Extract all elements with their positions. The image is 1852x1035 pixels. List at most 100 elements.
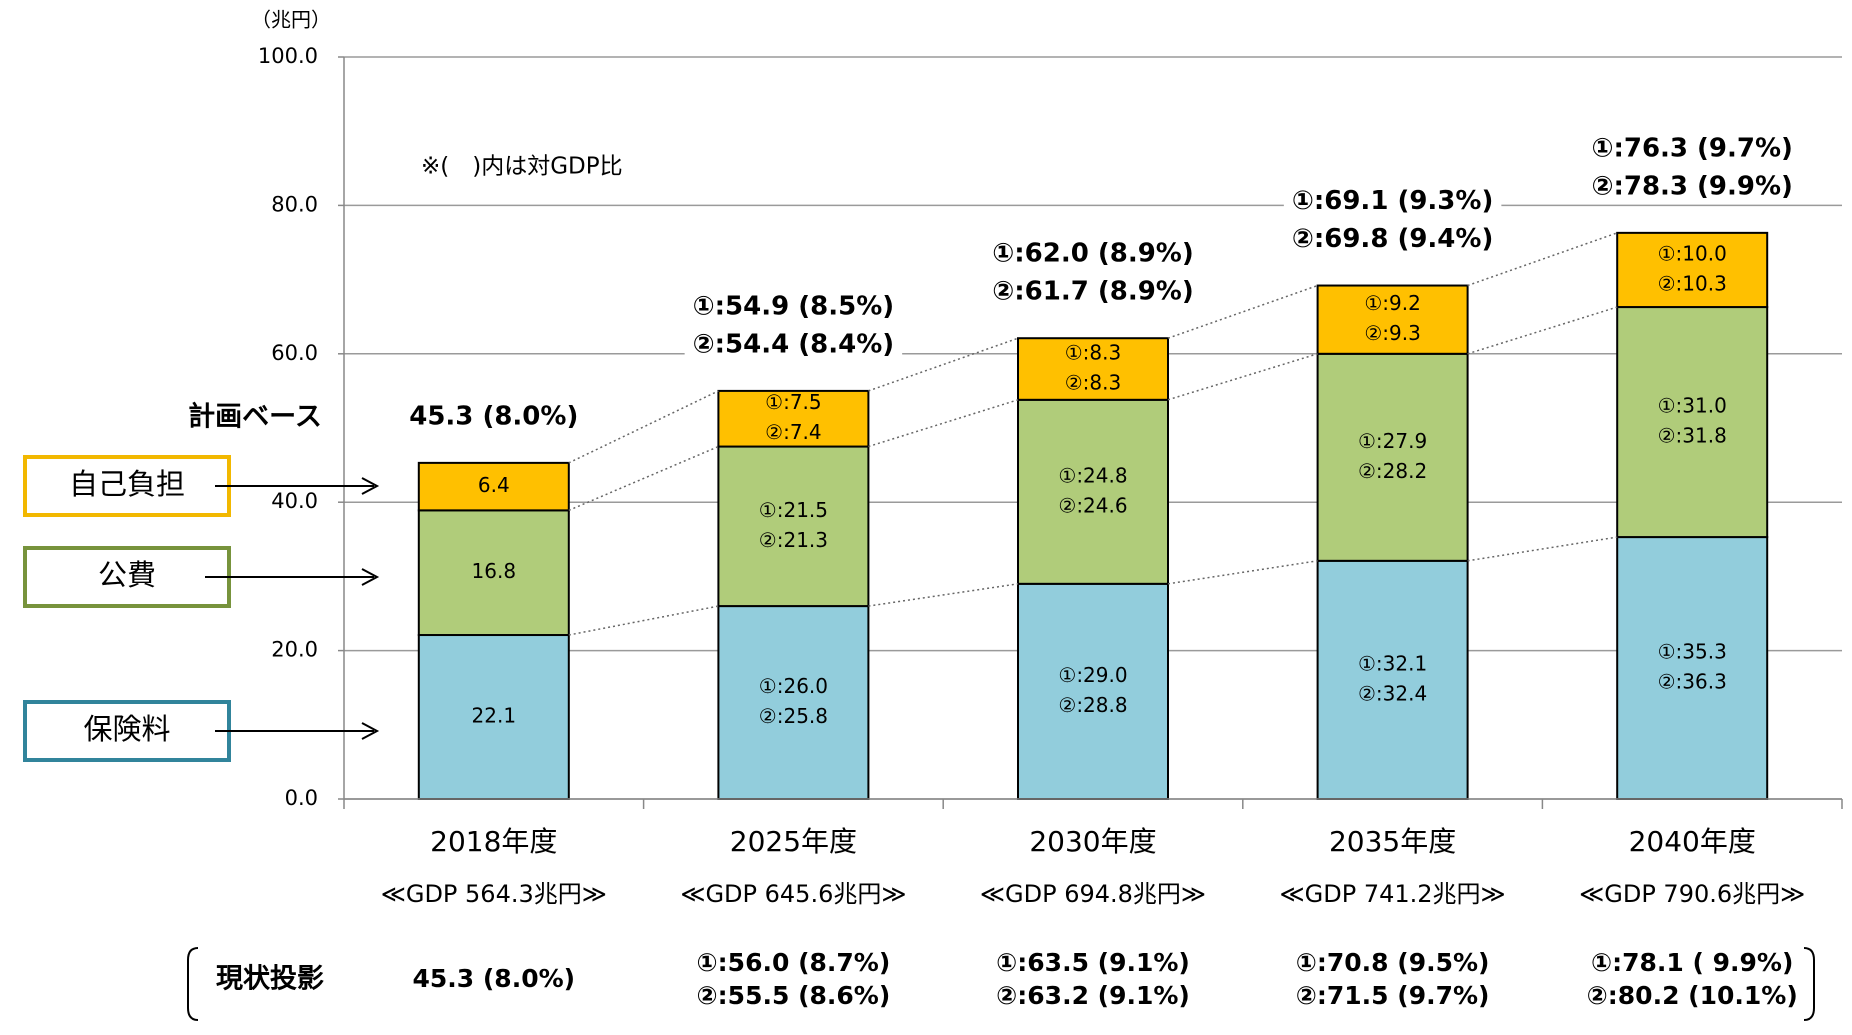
connector: [1167, 284, 1318, 339]
connector: [568, 605, 719, 636]
connector: [868, 399, 1019, 448]
value-label-2: ②:10.3: [1658, 271, 1727, 295]
connector: [1467, 306, 1618, 355]
label-bg: [401, 399, 587, 434]
y-unit: （兆円）: [251, 8, 331, 32]
value-label: 22.1: [472, 704, 517, 728]
label-backgrounds: [401, 131, 1801, 434]
label-bg: [684, 327, 903, 362]
gdp-label: ≪GDP 564.3兆円≫: [381, 880, 607, 908]
label-bg: [684, 289, 903, 324]
y-tick-label: 0.0: [285, 786, 318, 810]
connector: [1167, 353, 1318, 401]
value-label: ①:8.3: [1065, 341, 1121, 365]
value-label-2: ②:9.3: [1364, 321, 1420, 345]
legend-arrowhead: [361, 568, 380, 586]
connector: [568, 390, 719, 464]
legend-box: [23, 455, 231, 517]
y-tick-label: 40.0: [271, 489, 318, 513]
projection-total: ②:55.5 (8.6%): [697, 981, 891, 1010]
value-label: ①:10.0: [1658, 241, 1727, 265]
plan-total: ②:61.7 (8.9%): [992, 277, 1194, 307]
brace-right: [1803, 947, 1815, 1021]
legend-label: 保険料: [83, 712, 170, 746]
legend-label: 自己負担: [69, 467, 185, 501]
bar-segment: [1616, 306, 1769, 539]
label-bg: [1283, 222, 1502, 257]
label-bg: [1583, 169, 1801, 204]
bar-segment: [417, 634, 570, 800]
legend-box: [23, 700, 231, 762]
value-label: ①:21.5: [759, 498, 828, 522]
bar-segment: [1616, 231, 1769, 309]
gdp-label: ≪GDP 741.2兆円≫: [1280, 880, 1506, 908]
legend-label: 公費: [98, 558, 156, 592]
connector: [1167, 560, 1318, 585]
value-label: 6.4: [478, 473, 510, 497]
plan-total: ①:62.0 (8.9%): [992, 239, 1194, 269]
bar-segment: [417, 461, 570, 512]
connector: [1467, 232, 1618, 287]
legend-arrowhead: [361, 722, 380, 740]
plan-total: 45.3 (8.0%): [409, 401, 578, 431]
plan-total: ②:69.8 (9.4%): [1292, 224, 1494, 254]
value-label: ①:29.0: [1058, 663, 1127, 687]
plan-total: ①:76.3 (9.7%): [1591, 133, 1793, 163]
connector: [568, 445, 719, 512]
value-label-2: ②:21.3: [759, 528, 828, 552]
value-label-2: ②:24.6: [1058, 493, 1127, 517]
label-bg: [984, 236, 1202, 271]
projection-total: ①:78.1 ( 9.9%): [1591, 948, 1793, 977]
brace-left: [187, 947, 199, 1021]
bar-segment: [717, 605, 870, 801]
category-label: 2035年度: [1329, 825, 1456, 858]
value-label-2: ②:8.3: [1065, 371, 1121, 395]
bars: 22.1 16.8 6.4 ①:26.0 ②:25.8 ①:21.5 ②:21.3 ①:7.5…: [417, 231, 1769, 801]
connector: [868, 583, 1019, 607]
value-label: ①:26.0: [759, 674, 828, 698]
gdp-label: ≪GDP 790.6兆円≫: [1579, 880, 1805, 908]
plan-total: ①:69.1 (9.3%): [1292, 186, 1494, 216]
value-label-2: ②:31.8: [1658, 424, 1727, 448]
plan-total: ①:54.9 (8.5%): [693, 291, 895, 321]
value-label-2: ②:32.4: [1358, 681, 1427, 705]
label-bg: [1583, 131, 1801, 166]
bar-segment: [417, 509, 570, 637]
label-bg: [1283, 184, 1502, 219]
category-label: 2040年度: [1629, 825, 1756, 858]
y-tick-label: 100.0: [258, 44, 318, 68]
bar-segment: [1017, 398, 1169, 585]
gdp-label: ≪GDP 694.8兆円≫: [980, 880, 1206, 908]
y-tick-label: 20.0: [271, 638, 318, 662]
y-tick-label: 60.0: [271, 341, 318, 365]
value-label: ①:27.9: [1358, 429, 1427, 453]
current-projection-label: 現状投影: [216, 964, 324, 995]
legend-arrowhead: [361, 477, 380, 495]
plan-base-label: 計画ベース: [188, 401, 322, 433]
projection-total: ②:80.2 (10.1%): [1587, 981, 1798, 1010]
label-bg: [984, 274, 1202, 309]
connector: [1467, 536, 1618, 562]
value-label-2: ②:7.4: [765, 420, 821, 444]
projection-total: ②:71.5 (9.7%): [1296, 981, 1490, 1010]
bar-segment: [1616, 536, 1769, 800]
bar-segment: [717, 389, 870, 448]
projection-total: ①:56.0 (8.7%): [697, 948, 891, 977]
value-label: ①:24.8: [1058, 463, 1127, 487]
value-label-2: ②:28.8: [1058, 693, 1127, 717]
value-label-2: ②:28.2: [1358, 459, 1427, 483]
projection-total: ①:63.5 (9.1%): [996, 948, 1190, 977]
value-label-2: ②:25.8: [759, 704, 828, 728]
projection-total: 45.3 (8.0%): [413, 964, 576, 993]
plan-total: ②:78.3 (9.9%): [1591, 171, 1793, 201]
value-label: ①:7.5: [765, 390, 821, 414]
annotation: ※( )内は対GDP比: [421, 154, 623, 180]
bar-segment: [1316, 352, 1469, 562]
bar-segment: [717, 445, 870, 608]
y-tick-label: 80.0: [271, 192, 318, 216]
value-label: ①:35.3: [1658, 640, 1727, 664]
bar-segment: [1316, 284, 1469, 355]
value-label: ①:9.2: [1364, 291, 1420, 315]
gdp-label: ≪GDP 645.6兆円≫: [680, 880, 906, 908]
